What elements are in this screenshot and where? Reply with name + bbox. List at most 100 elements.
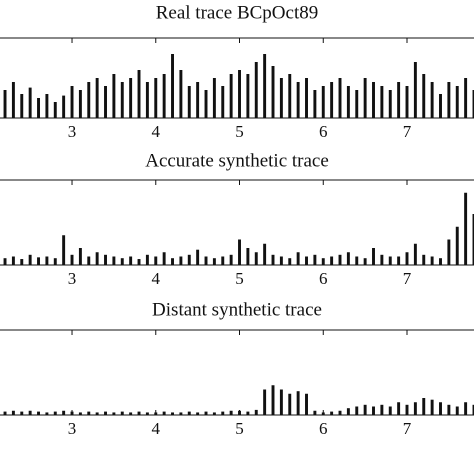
bar (397, 82, 401, 118)
bar (3, 90, 7, 118)
bar (455, 86, 459, 118)
bar (37, 257, 40, 265)
bar (305, 78, 308, 118)
x-tick-label: 5 (235, 122, 244, 141)
bar (330, 82, 334, 118)
bar (355, 256, 359, 265)
bar (363, 404, 367, 415)
bar (53, 102, 57, 118)
bar (20, 259, 24, 265)
bar (20, 411, 24, 415)
bar (104, 411, 107, 415)
bar (422, 398, 426, 415)
bar (162, 74, 166, 118)
bar (120, 82, 124, 118)
bar (430, 256, 434, 265)
bar (338, 254, 342, 265)
bar (28, 87, 32, 118)
bar (62, 410, 66, 415)
bar (472, 214, 474, 265)
bar (70, 254, 74, 265)
x-tick-label: 4 (152, 269, 161, 288)
bar (238, 239, 241, 265)
x-tick-label: 3 (68, 122, 77, 141)
bar (472, 90, 474, 118)
x-tick-label: 3 (68, 419, 77, 438)
bar (53, 258, 57, 265)
bar (388, 406, 392, 415)
bar (321, 258, 325, 265)
bar (28, 410, 32, 415)
bar (221, 411, 225, 415)
bar (288, 393, 292, 415)
x-tick-label: 6 (319, 269, 328, 288)
bar (154, 412, 158, 415)
bar (380, 404, 384, 415)
bar (229, 74, 233, 118)
bar (430, 399, 434, 415)
bar (296, 252, 300, 265)
bar (229, 254, 233, 265)
bar (62, 95, 66, 118)
bar (204, 256, 208, 265)
bar (120, 411, 124, 415)
bar (3, 258, 7, 265)
bar (246, 411, 250, 415)
bar (11, 82, 15, 118)
bar (254, 409, 258, 415)
bar (162, 411, 166, 415)
bar (45, 412, 49, 415)
bar (405, 86, 409, 118)
bar (305, 256, 308, 265)
bar (196, 249, 200, 265)
bar (263, 54, 267, 118)
bar (355, 406, 359, 415)
x-tick-label: 4 (152, 419, 161, 438)
bar (87, 82, 91, 118)
bar (263, 389, 267, 415)
bar (363, 78, 367, 118)
x-tick-label: 7 (403, 269, 412, 288)
bar (112, 74, 116, 118)
bar (372, 82, 375, 118)
bar (95, 252, 99, 265)
bar (279, 78, 283, 118)
bar (439, 258, 442, 265)
bar (413, 62, 417, 118)
bar (271, 385, 275, 415)
bar (422, 254, 426, 265)
bar (330, 256, 334, 265)
bar (112, 412, 116, 415)
bar (171, 258, 174, 265)
bar (204, 411, 208, 415)
x-tick-label: 5 (235, 419, 244, 438)
bar (338, 78, 342, 118)
x-tick-label: 7 (403, 419, 412, 438)
bar (37, 411, 40, 415)
bar (313, 410, 317, 415)
bar (271, 254, 275, 265)
bar (70, 411, 74, 415)
bar (62, 235, 66, 265)
bar (212, 78, 216, 118)
bar (70, 86, 74, 118)
bar (464, 78, 468, 118)
bar (162, 252, 166, 265)
bar (238, 70, 241, 118)
bar (380, 86, 384, 118)
bar (154, 256, 158, 265)
bar (221, 86, 225, 118)
bar (405, 252, 409, 265)
bar (28, 254, 32, 265)
bar (397, 402, 401, 415)
bar (187, 254, 191, 265)
bar (229, 410, 233, 415)
bar (338, 410, 342, 415)
bar (246, 248, 250, 265)
bar (346, 252, 350, 265)
bar (129, 78, 133, 118)
bar (120, 258, 124, 265)
bar (388, 90, 392, 118)
bar (53, 411, 57, 415)
bar (413, 402, 417, 415)
